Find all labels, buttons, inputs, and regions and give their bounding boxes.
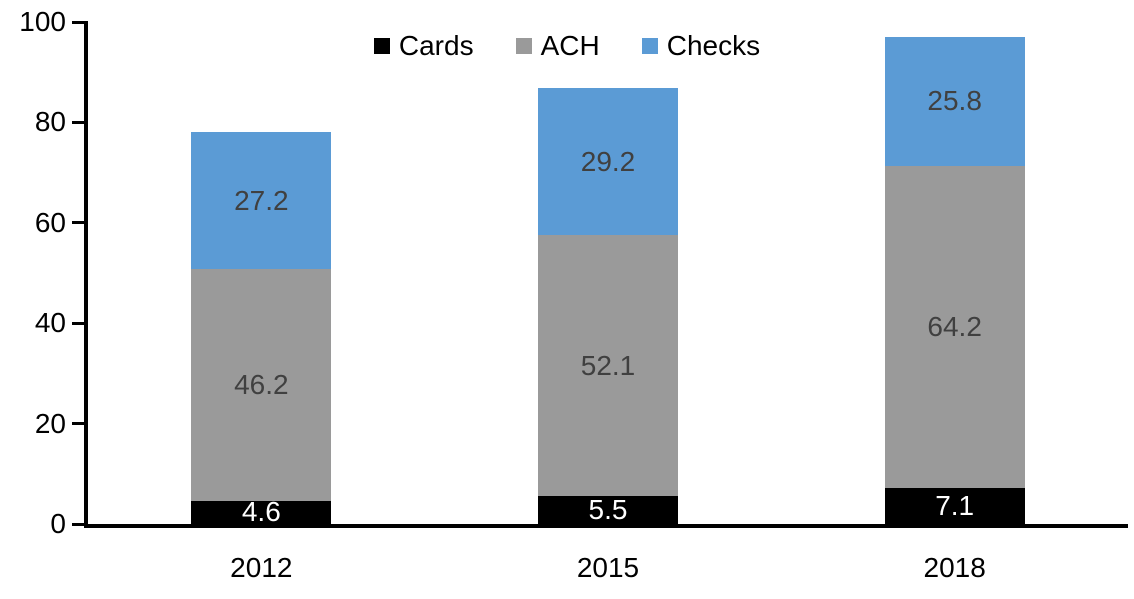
bar-segment-cards: 7.1 (884, 488, 1025, 524)
x-axis-category-label: 2012 (230, 552, 293, 583)
chart-legend: Cards ACH Checks (0, 30, 1134, 62)
legend-swatch-cards (373, 38, 390, 54)
y-axis-tick-label: 80 (34, 106, 66, 138)
y-axis-tick-label: 0 (50, 508, 66, 539)
bar-value-label: 4.6 (241, 496, 281, 528)
bar-segment-checks: 29.2 (538, 88, 678, 235)
legend-label: ACH (540, 30, 600, 61)
y-axis-tick (72, 20, 84, 24)
y-axis-tick-label: 40 (34, 307, 66, 339)
bar-value-label: 46.2 (234, 368, 289, 400)
bar-segment-ach: 52.1 (538, 234, 678, 497)
x-axis-line (84, 524, 1128, 528)
y-axis-tick (72, 522, 84, 526)
legend-swatch-checks (641, 38, 658, 54)
legend-item-cards: Cards (373, 30, 474, 62)
x-axis-category-label: 2018 (923, 552, 986, 583)
bar-segment-checks: 27.2 (191, 132, 332, 269)
bar-value-label: 5.5 (588, 494, 628, 526)
bar-value-label: 29.2 (580, 145, 636, 177)
bar-value-label: 52.1 (580, 349, 636, 381)
bar-segment-cards: 5.5 (538, 496, 678, 524)
bar-value-label: 27.2 (234, 184, 289, 216)
bar-segment-checks: 25.8 (884, 36, 1025, 167)
legend-label: Checks (666, 30, 761, 61)
y-axis-tick (72, 422, 84, 426)
bar-value-label: 25.8 (927, 85, 982, 117)
legend-swatch-ach (515, 38, 532, 54)
bar-segment-ach: 64.2 (884, 166, 1025, 489)
bar-value-label: 64.2 (927, 311, 982, 343)
legend-item-checks: Checks (641, 30, 761, 62)
y-axis-tick (72, 321, 84, 325)
bar-segment-cards: 4.6 (191, 496, 332, 528)
bar-segment-ach: 46.2 (191, 268, 332, 501)
y-axis-line (84, 20, 88, 528)
legend-item-ach: ACH (515, 30, 600, 62)
y-axis-tick-label: 100 (19, 6, 66, 37)
legend-label: Cards (398, 30, 474, 61)
y-axis-tick-label: 60 (34, 206, 66, 238)
y-axis-tick-label: 20 (34, 407, 66, 439)
x-axis-category-label: 2015 (576, 552, 640, 583)
bar-value-label: 7.1 (935, 490, 975, 522)
y-axis-tick (72, 221, 84, 225)
y-axis-tick (72, 120, 84, 124)
